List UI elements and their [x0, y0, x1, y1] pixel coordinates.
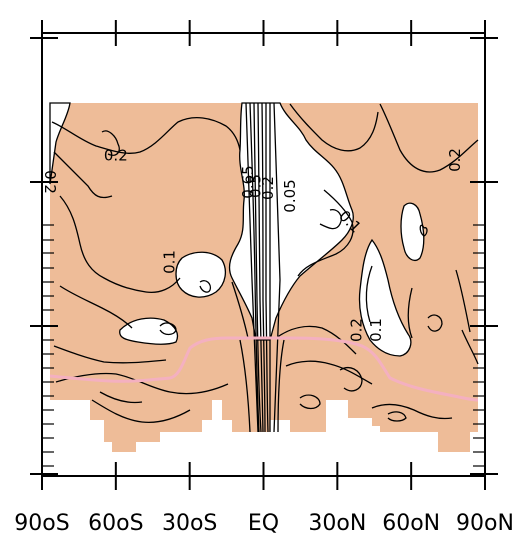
minor-ticks — [42, 37, 485, 467]
contour-label-3: 0.1 — [160, 250, 178, 274]
contour-label-1: 0.2 — [41, 170, 59, 194]
contour-label-5: 0.05 — [281, 179, 299, 212]
x-tick-label: 30oN — [308, 511, 366, 536]
x-tick-labels: 90oS 60oS 30oS EQ 30oN 60oN 90oN — [14, 511, 514, 536]
x-tick-label: 60oS — [88, 511, 143, 536]
contour-label-8: 0.2 — [259, 176, 277, 200]
unshaded-regions — [49, 102, 425, 357]
x-tick-label: EQ — [248, 511, 279, 536]
contour-label-9: 0.2 — [348, 318, 366, 342]
contour-label-0: 0.2 — [104, 147, 128, 165]
contour-lines — [51, 102, 479, 433]
overlay-line — [49, 336, 479, 402]
x-tick-marks — [41, 20, 486, 490]
x-tick-label: 90oN — [456, 511, 514, 536]
contour-label-7: 0.5 — [247, 174, 265, 198]
x-tick-label: 30oS — [162, 511, 217, 536]
contour-label-2: 0.2 — [446, 148, 464, 172]
contour-label-6: 0.65 — [239, 165, 257, 198]
contour-label-10: 0.1 — [367, 318, 385, 342]
x-tick-label: 90oS — [14, 511, 69, 536]
x-tick-label: 60oN — [382, 511, 440, 536]
